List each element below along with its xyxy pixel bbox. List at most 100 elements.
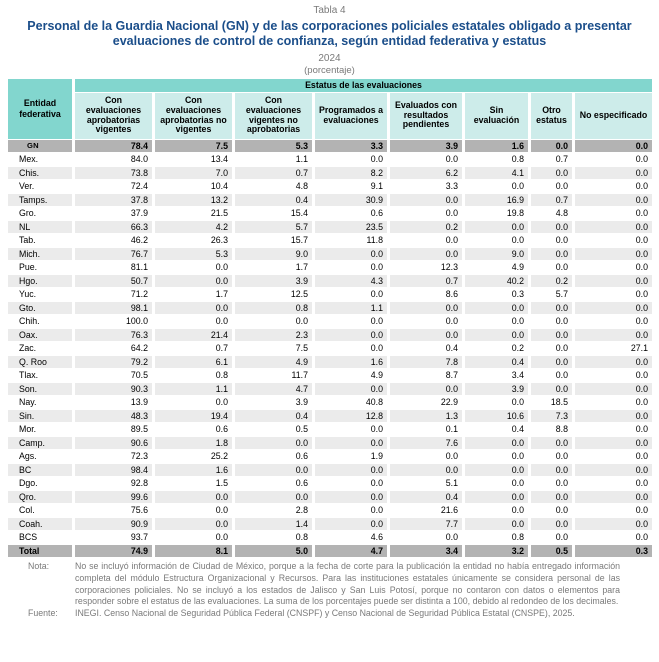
value-cell: 0.0 — [155, 301, 232, 314]
entity-label: Tab. — [19, 235, 36, 246]
value-cell: 0.0 — [465, 436, 528, 449]
value-cell: 0.0 — [531, 463, 572, 476]
table-row: Nay. 13.9 0.0 3.9 40.8 22.9 0.0 18.5 0.0 — [8, 396, 652, 409]
value-cell: 92.8 — [130, 478, 148, 489]
value-cell: 90.3 — [75, 382, 152, 395]
entity-label: Dgo. — [19, 478, 38, 489]
row-header-cell: Entidad federativa — [8, 78, 72, 139]
value-cell: 0.0 — [445, 532, 458, 543]
value-cell: 0.0 — [511, 181, 524, 192]
table-row: Gto. 98.1 0.0 0.8 1.1 0.0 0.0 0.0 0.0 — [8, 301, 652, 314]
value-cell: 0.0 — [555, 478, 568, 489]
value-cell: 90.6 — [75, 436, 152, 449]
value-cell: 10.6 — [465, 409, 528, 422]
value-cell: 76.7 — [75, 247, 152, 260]
entity-label: Yuc. — [19, 289, 37, 300]
value-cell: 0.4 — [445, 343, 458, 354]
value-cell: 0.0 — [465, 463, 528, 476]
entity-label: Ags. — [19, 451, 37, 462]
value-cell: 0.0 — [635, 262, 648, 273]
page-title: Personal de la Guardia Nacional (GN) y d… — [27, 19, 632, 49]
value-cell: 5.3 — [155, 247, 232, 260]
value-cell: 11.7 — [291, 370, 308, 381]
value-cell: 0.2 — [511, 343, 524, 354]
value-cell: 3.3 — [445, 181, 458, 192]
title-unit: (porcentaje) — [304, 64, 355, 76]
value-cell: 64.2 — [130, 343, 148, 354]
value-cell: 0.3 — [575, 544, 652, 557]
value-cell: 0.0 — [390, 301, 462, 314]
value-cell: 0.8 — [511, 154, 524, 165]
value-cell: 0.0 — [155, 490, 232, 503]
table-row: Chih. 100.0 0.0 0.0 0.0 0.0 0.0 0.0 0.0 — [8, 315, 652, 328]
value-cell: 0.0 — [635, 154, 648, 165]
value-cell: 1.5 — [215, 478, 228, 489]
value-cell: 0.0 — [215, 316, 228, 327]
value-cell: 0.0 — [511, 478, 524, 489]
column-header: No especificado — [575, 92, 652, 139]
column-header: Programados a evaluaciones — [315, 92, 387, 139]
table-row: Zac. 64.2 0.7 7.5 0.0 0.4 0.2 0.0 27.1 — [8, 342, 652, 355]
entity-label: Total — [8, 544, 72, 557]
value-cell: 0.0 — [635, 478, 648, 489]
value-cell: 0.0 — [575, 517, 652, 530]
value-cell: 0.0 — [555, 451, 568, 462]
value-cell: 0.0 — [635, 451, 648, 462]
value-cell: 0.3 — [511, 289, 524, 300]
table-row: Col. 75.6 0.0 2.8 0.0 21.6 0.0 0.0 0.0 — [8, 504, 652, 517]
value-cell: 0.0 — [575, 247, 652, 260]
value-cell: 7.3 — [531, 409, 572, 422]
value-cell: 0.0 — [635, 505, 648, 516]
value-cell: 4.7 — [235, 382, 312, 395]
column-header: Con evaluaciones vigentes no aprobatoria… — [235, 92, 312, 139]
value-cell: 48.3 — [75, 409, 152, 422]
value-cell: 50.7 — [75, 274, 152, 287]
entity-label: Oax. — [8, 328, 72, 341]
entity-label: Mich. — [8, 247, 72, 260]
value-cell: 0.4 — [390, 490, 462, 503]
value-cell: 0.0 — [575, 166, 652, 179]
value-cell: 0.7 — [215, 343, 228, 354]
table-row: Hgo. 50.7 0.0 3.9 4.3 0.7 40.2 0.2 0.0 — [8, 274, 652, 287]
value-cell: 9.0 — [465, 247, 528, 260]
value-cell: 0.0 — [575, 409, 652, 422]
value-cell: 11.8 — [366, 235, 383, 246]
value-cell: 3.3 — [315, 139, 387, 152]
value-cell: 8.6 — [445, 289, 458, 300]
value-cell: 6.2 — [390, 166, 462, 179]
value-cell: 72.3 — [130, 451, 148, 462]
value-cell: 90.9 — [75, 517, 152, 530]
value-cell: 0.0 — [635, 235, 648, 246]
table-row: Sin. 48.3 19.4 0.4 12.8 1.3 10.6 7.3 0.0 — [8, 409, 652, 422]
value-cell: 18.5 — [550, 397, 568, 408]
value-cell: 0.0 — [215, 262, 228, 273]
value-cell: 8.7 — [445, 370, 458, 381]
value-cell: 1.1 — [295, 154, 308, 165]
value-cell: 0.0 — [555, 370, 568, 381]
value-cell: 0.0 — [635, 208, 648, 219]
value-cell: 1.1 — [315, 301, 387, 314]
value-cell: 0.0 — [531, 247, 572, 260]
entity-label: Pue. — [19, 262, 38, 273]
entity-label: Tlax. — [19, 370, 39, 381]
entity-label: Zac. — [19, 343, 37, 354]
value-cell: 0.0 — [575, 274, 652, 287]
value-cell: 81.1 — [130, 262, 148, 273]
table-row: Dgo. 92.8 1.5 0.6 0.0 5.1 0.0 0.0 0.0 — [8, 477, 652, 490]
value-cell: 1.8 — [155, 436, 232, 449]
value-cell: 0.0 — [635, 181, 648, 192]
value-cell: 0.0 — [555, 505, 568, 516]
value-cell: 0.8 — [295, 532, 308, 543]
value-cell: 84.0 — [130, 154, 148, 165]
value-cell: 10.4 — [210, 181, 228, 192]
value-cell: 0.0 — [555, 532, 568, 543]
value-cell: 26.3 — [210, 235, 228, 246]
entity-label: Coah. — [8, 517, 72, 530]
value-cell: 0.0 — [575, 355, 652, 368]
value-cell: 73.8 — [75, 166, 152, 179]
table-header-block: Tabla 4 Personal de la Guardia Nacional … — [0, 0, 659, 76]
entity-label: Mor. — [19, 424, 37, 435]
value-cell: 89.5 — [130, 424, 148, 435]
entity-label: Ver. — [19, 181, 35, 192]
value-cell: 0.0 — [531, 436, 572, 449]
